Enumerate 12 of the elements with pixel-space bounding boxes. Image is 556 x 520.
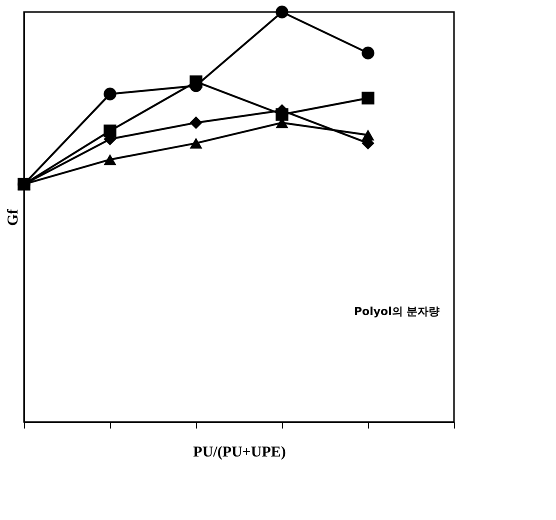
point (104, 88, 116, 100)
point (104, 154, 116, 166)
y-axis-title: Gf (6, 208, 22, 226)
annotation: Polyol의 분자량 (354, 305, 440, 318)
point (190, 116, 202, 130)
x-axis-title: PU/(PU+UPE) (193, 444, 286, 460)
point (276, 6, 288, 18)
point (362, 46, 374, 60)
point (276, 108, 288, 121)
point (104, 124, 116, 138)
point (190, 138, 202, 149)
point (362, 92, 374, 104)
